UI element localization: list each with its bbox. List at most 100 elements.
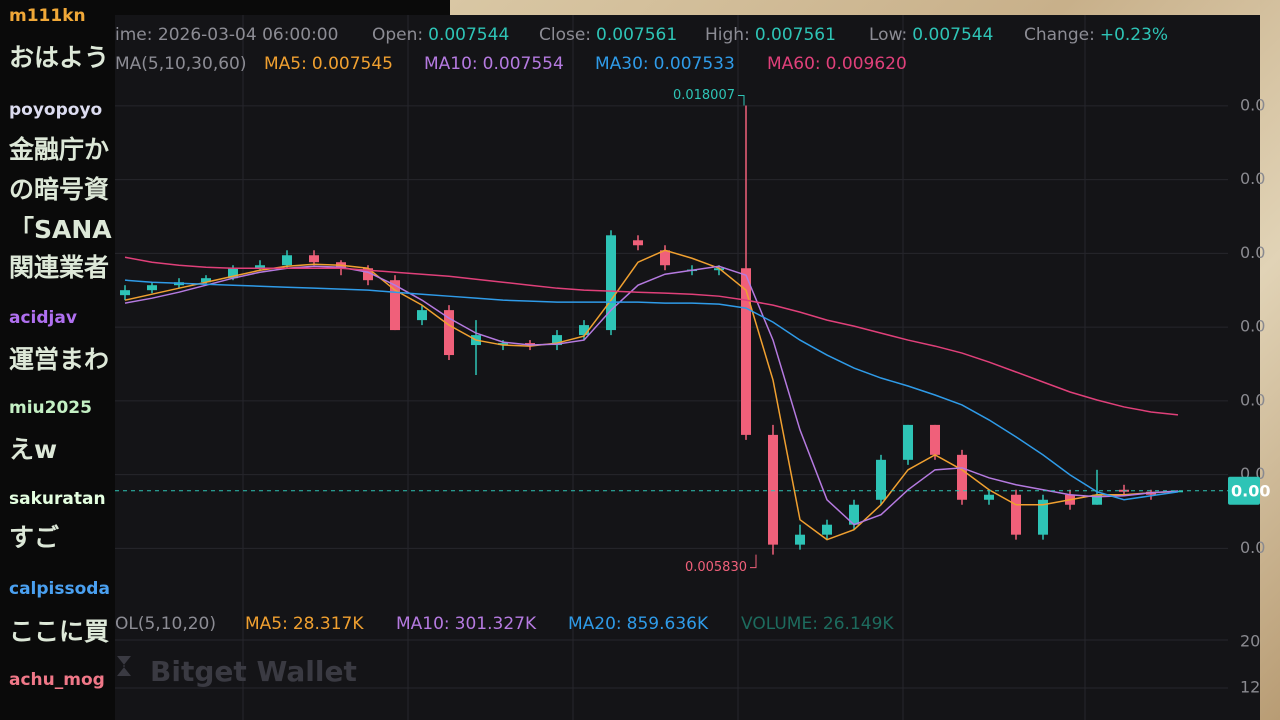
chat-message: えw: [9, 435, 58, 464]
price-annotation: 0.018007: [673, 88, 735, 103]
info-label: Open:: [372, 25, 423, 45]
info-item: MA5: 28.317K: [245, 614, 364, 634]
info-value: 0.007544: [912, 25, 993, 45]
ma-line: [124, 256, 1179, 416]
candle-body: [309, 255, 319, 263]
info-item: MA5: 0.007545: [264, 54, 393, 74]
chat-message: おはよう: [9, 43, 110, 72]
info-item: VOLUME: 26.149K: [741, 614, 894, 634]
candle-body: [1038, 499, 1048, 535]
info-value: 0.009620: [826, 54, 907, 74]
chat-message: 「SANA: [9, 215, 112, 244]
candle-body: [255, 265, 265, 269]
info-item: Close: 0.007561: [539, 25, 677, 45]
chat-message: 運営まわ: [9, 345, 110, 374]
y-tick-label: 0.0: [1240, 169, 1265, 188]
candle-body: [417, 310, 427, 321]
candle-body: [714, 268, 724, 271]
info-label: High:: [705, 25, 750, 45]
info-value: 28.317K: [293, 614, 364, 634]
info-item: MA10: 0.007554: [424, 54, 564, 74]
info-value: 0.007561: [755, 25, 836, 45]
info-value: 0.007545: [312, 54, 393, 74]
info-item: MA60: 0.009620: [767, 54, 907, 74]
candle-body: [1092, 494, 1102, 505]
info-value: 0.007554: [483, 54, 564, 74]
volume-axis-label: 12: [1240, 678, 1260, 697]
candle-body: [660, 250, 670, 266]
chat-message: ここに買: [9, 617, 110, 646]
y-tick-label: 0.0: [1240, 390, 1265, 409]
info-value: 0.007561: [596, 25, 677, 45]
watermark-logo: [117, 656, 131, 676]
candle-body: [876, 459, 886, 500]
y-tick-label: 0.0: [1240, 317, 1265, 336]
info-value: 0.007533: [654, 54, 735, 74]
info-time: ime: 2026-03-04 06:00:00: [115, 25, 338, 45]
info-label: MA5:: [264, 54, 307, 74]
chart-panel: [115, 15, 1260, 720]
candle-body: [390, 280, 400, 331]
chat-message: 金融庁か: [9, 135, 110, 164]
info-label: MA5:: [245, 614, 288, 634]
y-tick-label: 0.0: [1240, 243, 1265, 262]
chat-username: m111kn: [9, 6, 86, 26]
info-title: OL(5,10,20): [115, 614, 216, 634]
candle-body: [498, 343, 508, 346]
info-value: +0.23%: [1100, 25, 1168, 45]
info-label: Low:: [869, 25, 907, 45]
info-item: MA10: 301.327K: [396, 614, 537, 634]
candle-body: [120, 290, 130, 296]
info-item: MA20: 859.636K: [568, 614, 709, 634]
chat-username: calpissoda: [9, 579, 110, 599]
candle-body: [849, 504, 859, 525]
candle-body: [363, 268, 373, 281]
ma-line: [124, 279, 1179, 501]
info-label: VOLUME:: [741, 614, 818, 634]
info-item: Change: +0.23%: [1024, 25, 1168, 45]
candle-body: [903, 424, 913, 460]
candle-body: [444, 310, 454, 356]
info-value: 301.327K: [455, 614, 537, 634]
watermark: Bitget Wallet: [150, 655, 357, 688]
annotation-arrow: [750, 554, 757, 569]
info-item: MA30: 0.007533: [595, 54, 735, 74]
candle-body: [552, 335, 562, 346]
info-value: 26.149K: [823, 614, 894, 634]
info-label: MA60:: [767, 54, 821, 74]
candle-body: [768, 434, 778, 545]
last-price-tag: [1228, 476, 1260, 505]
candle-body: [822, 524, 832, 535]
chat-username: achu_mog: [9, 670, 105, 690]
price-annotation: 0.005830: [685, 560, 747, 575]
candle-body: [984, 494, 994, 500]
candle-body: [579, 325, 589, 336]
candle-body: [741, 268, 751, 435]
candle-body: [957, 454, 967, 500]
ma-line: [124, 249, 1179, 541]
candle-body: [525, 343, 535, 346]
info-item: Open: 0.007544: [372, 25, 509, 45]
info-value: 0.007544: [428, 25, 509, 45]
info-label: Change:: [1024, 25, 1095, 45]
annotation-arrow: [738, 95, 745, 106]
info-item: High: 0.007561: [705, 25, 836, 45]
chat-username: acidjav: [9, 308, 77, 328]
info-item: Low: 0.007544: [869, 25, 993, 45]
volume-axis-label: 20: [1240, 632, 1260, 651]
y-tick-label: 0.0: [1240, 538, 1265, 557]
candle-body: [201, 278, 211, 283]
candle-body: [282, 255, 292, 266]
candle-body: [606, 235, 616, 331]
candle-body: [147, 285, 157, 291]
candle-body: [795, 534, 805, 545]
chat-username: poyopoyo: [9, 100, 103, 120]
last-price-label: 0.00: [1231, 481, 1270, 500]
vertical-grid: [115, 15, 1228, 720]
chat-message: の暗号資: [9, 175, 110, 204]
info-label: MA20:: [568, 614, 622, 634]
info-title: MA(5,10,30,60): [115, 54, 246, 74]
info-label: MA30:: [595, 54, 649, 74]
